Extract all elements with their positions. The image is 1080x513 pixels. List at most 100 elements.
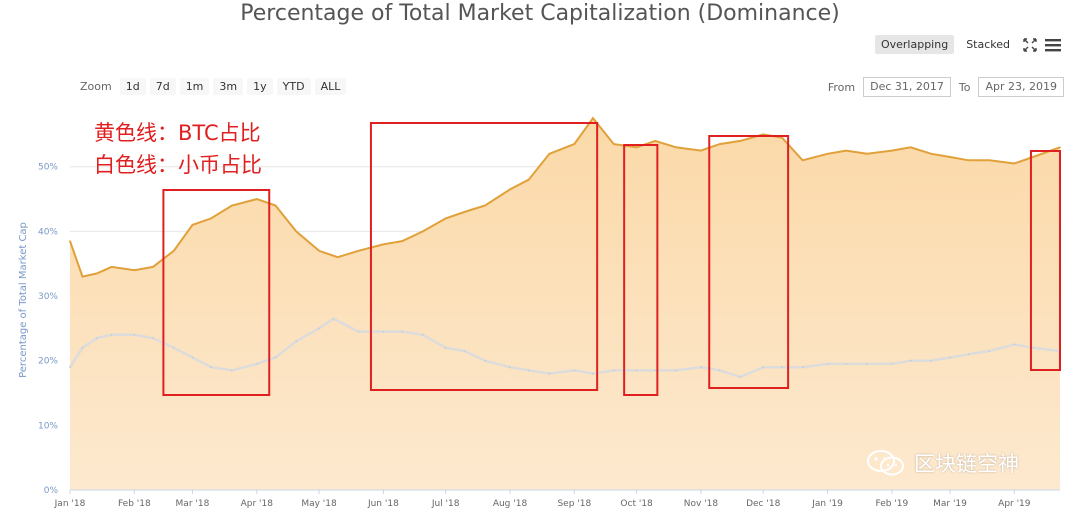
alt-data-point [231, 369, 233, 372]
alt-data-point [718, 369, 721, 372]
zoom-3m-button[interactable]: 3m [213, 78, 244, 95]
alt-data-point [295, 340, 298, 343]
alt-data-point [612, 369, 615, 372]
zoom-all-button[interactable]: ALL [314, 78, 347, 95]
highlight-box [1029, 150, 1061, 371]
btc-data-point [96, 272, 98, 275]
y-axis-ticks: 0% 10% 20% 30% 40% 50% [38, 163, 58, 496]
zoom-1d-button[interactable]: 1d [119, 78, 146, 95]
btc-data-point [909, 146, 912, 149]
btc-data-point [548, 152, 551, 155]
highlight-box [708, 135, 790, 389]
btc-data-point [967, 159, 970, 162]
btc-data-point [1059, 146, 1061, 149]
btc-data-point [949, 156, 951, 158]
alt-data-point [133, 334, 136, 336]
alt-data-point [845, 363, 848, 365]
btc-data-point [762, 133, 765, 136]
btc-data-point [444, 217, 447, 220]
btc-data-point [866, 152, 868, 155]
zoom-1y-button[interactable]: 1y [247, 78, 273, 95]
highlight-box [369, 122, 599, 391]
alt-data-point [255, 363, 258, 365]
y-tick-label: 20% [38, 357, 58, 367]
y-axis-title: Percentage of Total Market Cap [18, 222, 29, 378]
date-range-selector: From Dec 31, 2017 To Apr 23, 2019 [828, 77, 1064, 97]
btc-data-point [654, 140, 657, 142]
alt-data-point [210, 366, 212, 368]
x-tick-label: Apr '19 [998, 499, 1031, 509]
zoom-ytd-button[interactable]: YTD [276, 78, 311, 95]
btc-data-point [133, 269, 136, 271]
annotation-btc-line: 黄色线：BTC占比 [94, 121, 261, 145]
btc-data-point [573, 143, 576, 145]
zoom-label: Zoom [80, 80, 112, 93]
x-tick-label: Oct '18 [620, 499, 653, 509]
wechat-icon [866, 448, 906, 478]
series-layer [68, 116, 1061, 490]
btc-data-point [739, 140, 742, 142]
btc-area [70, 118, 1060, 490]
alt-data-point [548, 372, 551, 375]
btc-data-point [81, 275, 84, 278]
zoom-7d-button[interactable]: 7d [149, 78, 176, 95]
x-tick-label: Jun '18 [367, 499, 399, 509]
alt-data-point [826, 363, 829, 365]
alt-data-point [191, 356, 194, 359]
alt-data-point [700, 366, 702, 368]
x-tick-label: Jul '18 [431, 499, 460, 509]
stacked-button[interactable]: Stacked [966, 38, 1010, 51]
alt-data-point [891, 363, 893, 365]
zoom-controls: Zoom 1d 7d 1m 3m 1y YTD ALL [80, 78, 347, 95]
overlapping-button[interactable]: Overlapping [874, 35, 955, 54]
alt-data-point [930, 359, 933, 362]
alt-data-point [81, 346, 84, 349]
btc-data-point [295, 230, 298, 233]
chart-toolbar: Overlapping Stacked [874, 35, 1062, 54]
x-tick-label: May '18 [301, 499, 337, 509]
y-tick-label: 0% [44, 486, 59, 496]
btc-data-point [1032, 156, 1034, 158]
to-date-input[interactable]: Apr 23, 2019 [978, 77, 1064, 97]
alt-data-point [635, 369, 638, 372]
alt-data-point [866, 363, 868, 365]
zoom-1m-button[interactable]: 1m [179, 78, 210, 95]
btc-data-point [357, 249, 360, 252]
btc-data-point [110, 266, 113, 268]
btc-data-point [274, 204, 277, 207]
highlight-box [162, 189, 271, 396]
btc-data-point [336, 256, 339, 259]
btc-data-point [675, 146, 677, 149]
btc-data-point [422, 230, 424, 233]
alt-data-point [527, 369, 530, 372]
x-tick-label: Feb '18 [118, 499, 151, 509]
btc-data-point [231, 204, 233, 207]
alt-data-point [422, 334, 424, 336]
alt-data-point [444, 346, 447, 349]
from-date-input[interactable]: Dec 31, 2017 [863, 77, 951, 97]
btc-data-point [801, 159, 804, 162]
btc-data-point [826, 152, 829, 155]
alt-data-point [463, 350, 466, 352]
to-label: To [958, 80, 971, 94]
btc-data-point [612, 143, 615, 145]
btc-data-point [463, 211, 466, 213]
y-tick-label: 50% [38, 163, 58, 173]
btc-data-point [382, 243, 385, 246]
alt-data-point [96, 337, 98, 339]
btc-data-point [781, 136, 783, 139]
alt-data-point [801, 366, 804, 368]
x-tick-label: Feb '19 [876, 499, 909, 509]
alt-data-point [69, 366, 71, 368]
fullscreen-icon[interactable] [1022, 37, 1038, 53]
alt-data-point [573, 369, 576, 372]
x-tick-label: Sep '18 [557, 499, 591, 509]
btc-data-point [255, 198, 258, 200]
highlight-box [623, 144, 659, 396]
alt-data-point [318, 327, 320, 330]
x-axis-ticks: Jan '18 Feb '18 Mar '18 Apr '18 May '18 Jun '… [54, 489, 1060, 509]
hamburger-menu-icon[interactable] [1044, 37, 1062, 53]
alt-data-point [1032, 346, 1034, 349]
alt-data-point [1013, 343, 1016, 346]
